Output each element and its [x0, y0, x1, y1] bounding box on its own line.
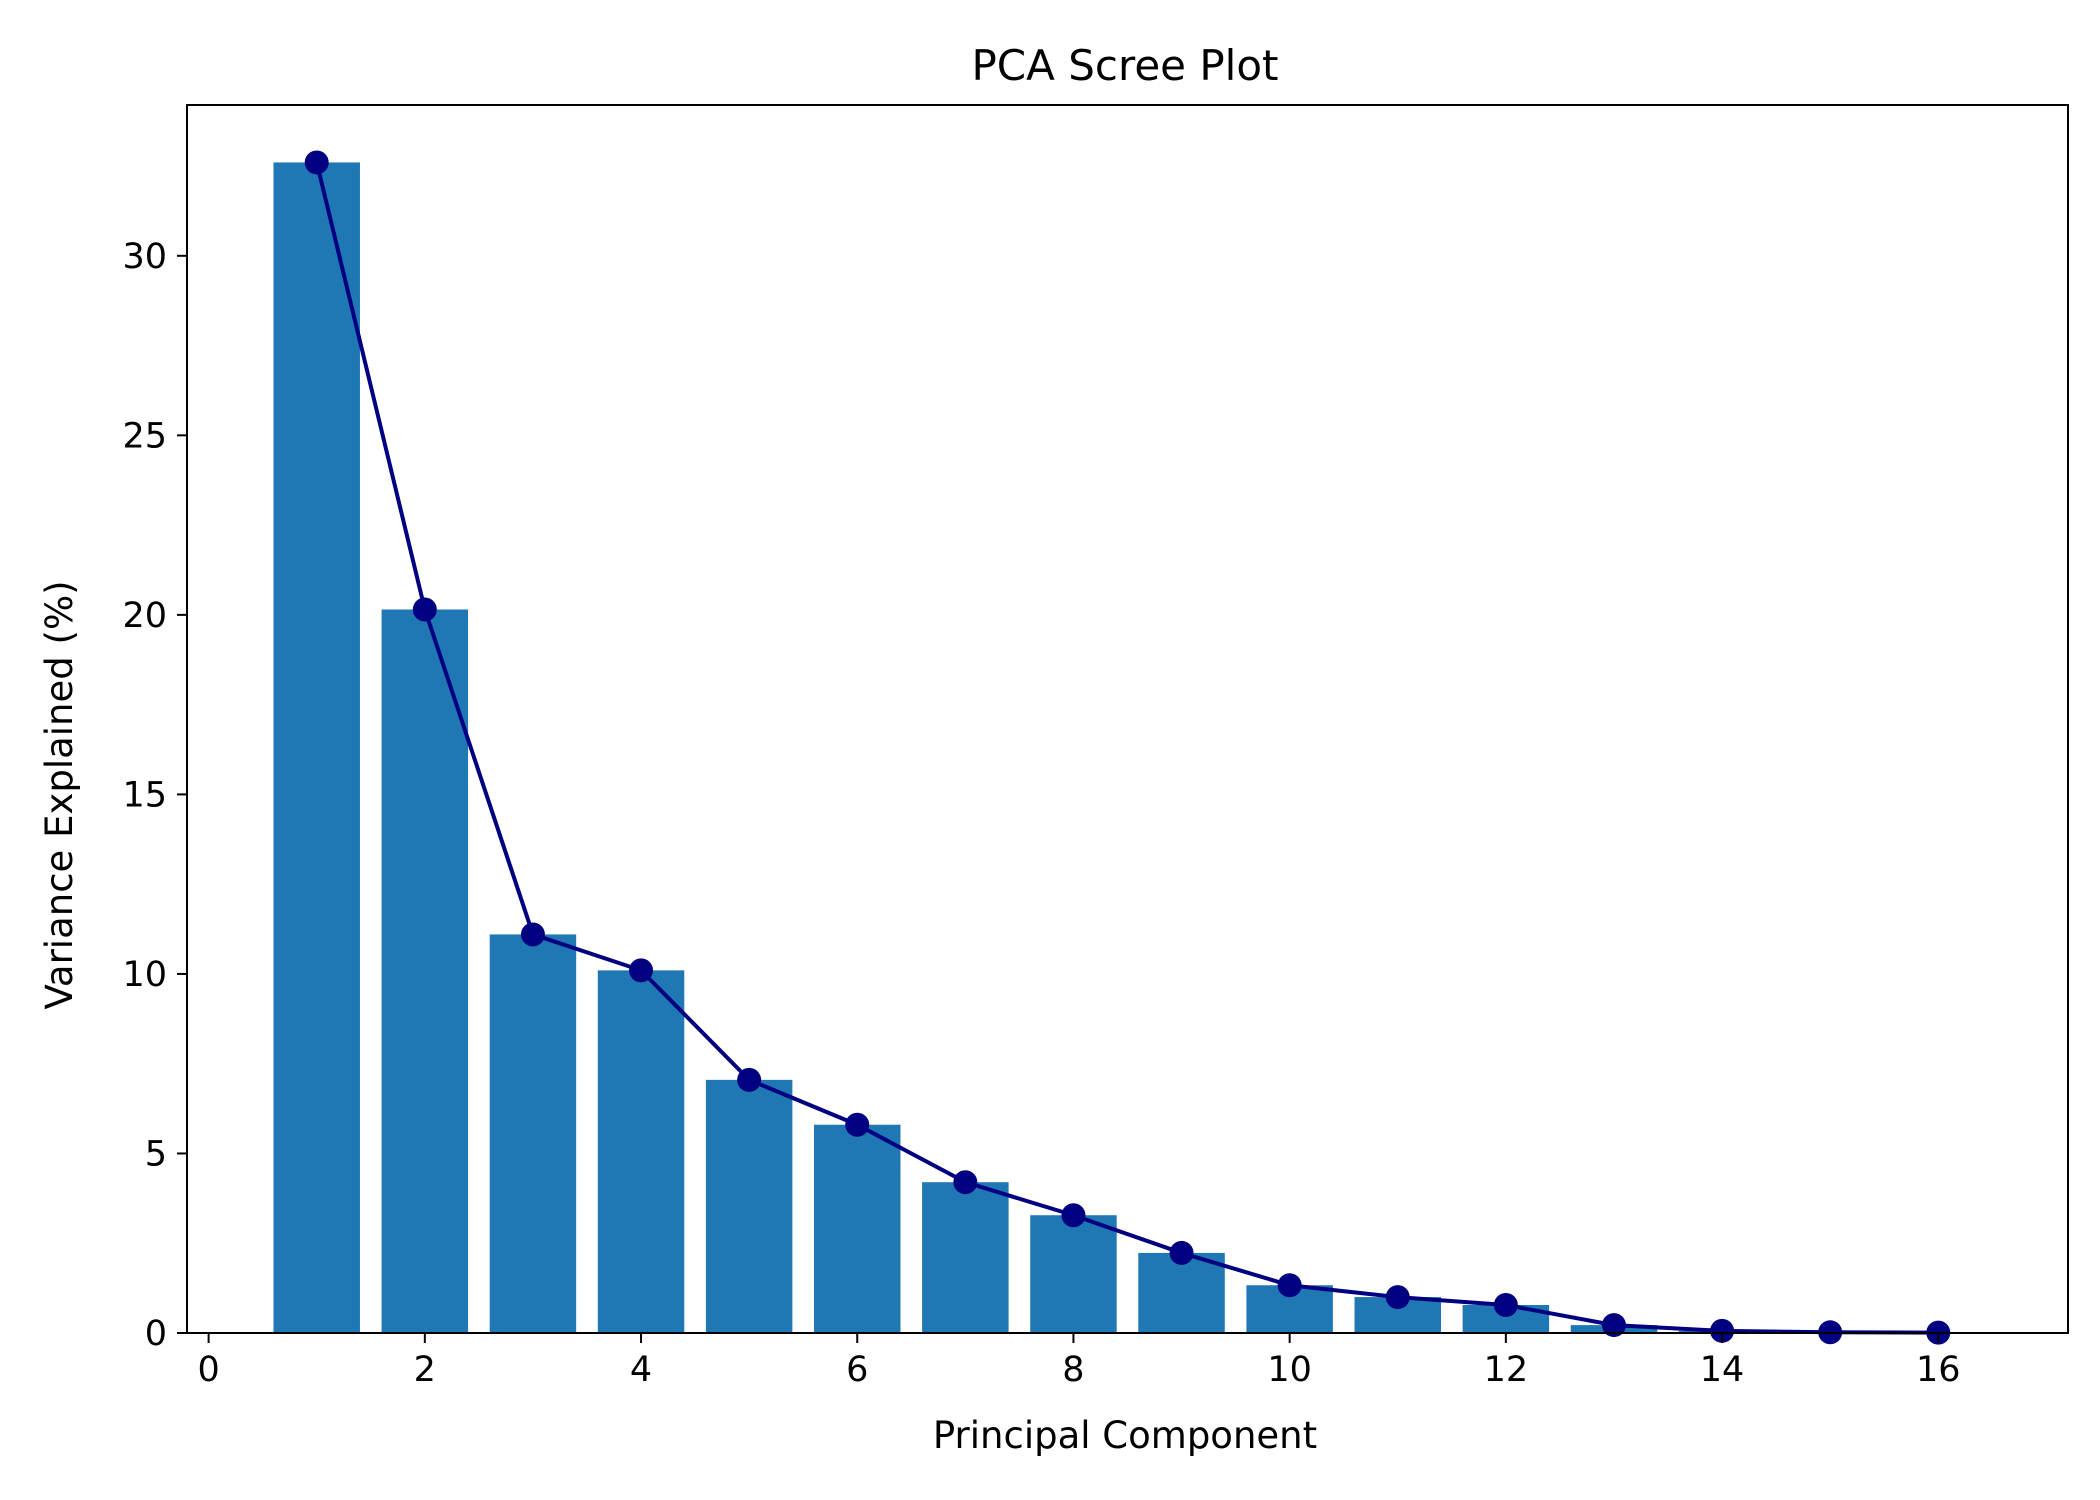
y-tick-label-0: 0	[145, 1314, 167, 1354]
x-axis-label: Principal Component	[933, 1414, 1317, 1457]
point-pc-11	[1385, 1285, 1410, 1310]
point-pc-9	[1169, 1240, 1194, 1265]
y-tick-label-20: 20	[122, 596, 167, 636]
y-tick-label-25: 25	[122, 416, 167, 456]
bar-pc-4	[597, 970, 685, 1333]
chart-title: PCA Scree Plot	[971, 41, 1278, 90]
point-pc-4	[629, 958, 654, 983]
bar-pc-8	[1030, 1215, 1117, 1333]
y-tick-label-30: 30	[122, 237, 167, 277]
x-tick-label-14: 14	[1700, 1350, 1745, 1390]
point-pc-13	[1601, 1313, 1626, 1338]
point-pc-2	[412, 597, 437, 622]
point-pc-7	[953, 1170, 978, 1195]
point-pc-6	[845, 1112, 870, 1137]
x-tick-label-16: 16	[1916, 1350, 1961, 1390]
y-tick-label-15: 15	[122, 775, 167, 815]
point-pc-10	[1277, 1273, 1302, 1298]
variance-line	[314, 161, 1939, 1335]
bar-pc-1	[273, 162, 360, 1333]
y-axis-label: Variance Explained (%)	[38, 580, 81, 1009]
plot-frame	[186, 104, 2069, 1334]
bar-pc-3	[489, 934, 577, 1333]
bar-pc-7	[922, 1182, 1009, 1333]
x-tick-label-0: 0	[197, 1350, 219, 1390]
x-tick-label-12: 12	[1484, 1350, 1529, 1390]
x-tick-label-10: 10	[1267, 1350, 1312, 1390]
point-pc-5	[737, 1067, 762, 1092]
x-tick-label-6: 6	[846, 1350, 868, 1390]
bar-pc-2	[381, 609, 469, 1333]
axes: 0 2 4 6 8 10 12 14 16 0 5 10 15 20 25 30	[122, 104, 2069, 1390]
bar-pc-9	[1138, 1252, 1225, 1333]
bar-pc-5	[705, 1079, 793, 1333]
point-pc-12	[1493, 1292, 1518, 1317]
line-series	[304, 150, 1951, 1345]
x-tick-label-2: 2	[414, 1350, 436, 1390]
point-pc-8	[1061, 1203, 1086, 1228]
point-pc-1	[304, 150, 329, 175]
bar-series	[273, 162, 1982, 1333]
point-pc-14	[1710, 1318, 1735, 1343]
y-tick-label-5: 5	[145, 1134, 167, 1174]
point-pc-3	[520, 922, 545, 947]
y-tick-label-10: 10	[122, 955, 167, 995]
bar-pc-6	[814, 1124, 901, 1333]
x-tick-label-8: 8	[1062, 1350, 1084, 1390]
x-tick-label-4: 4	[630, 1350, 652, 1390]
